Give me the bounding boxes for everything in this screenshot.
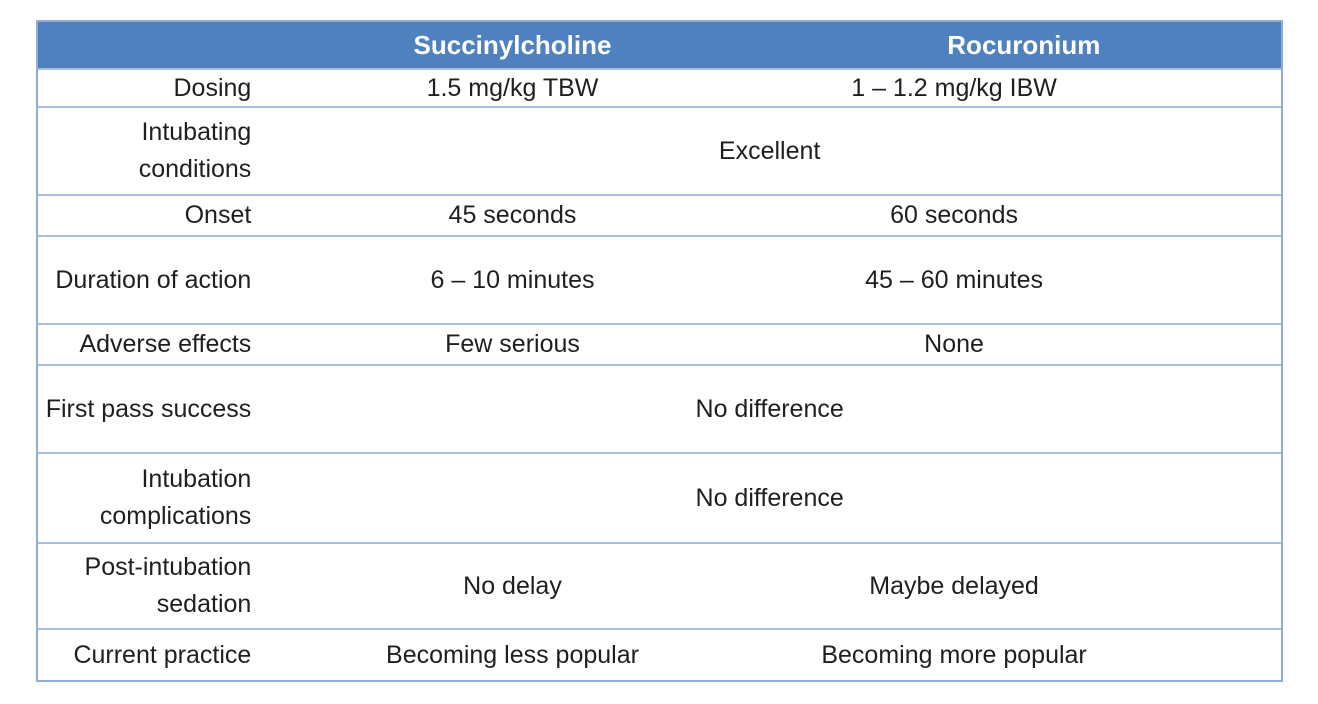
- column-header-succinylcholine: Succinylcholine: [413, 29, 612, 60]
- table-row-intubating-conditions: Intubating conditions Excellent: [38, 106, 1281, 194]
- table-row-first-pass-success: First pass success No difference: [38, 364, 1281, 452]
- row-label: Intubation complications: [99, 465, 252, 530]
- row-label: Current practice: [73, 640, 252, 669]
- cell-empty: [1141, 544, 1281, 628]
- cell-empty: [1141, 196, 1281, 235]
- table-row-post-intubation-sedation: Post-intubation sedation No delay Maybe …: [38, 542, 1281, 628]
- cell-succinylcholine-value: 1.5 mg/kg TBW: [426, 73, 599, 102]
- cell-succinylcholine-value: 45 seconds: [448, 201, 577, 229]
- row-label: Intubating conditions: [138, 118, 252, 183]
- table-row-adverse-effects: Adverse effects Few serious None: [38, 323, 1281, 364]
- row-label: Duration of action: [55, 265, 252, 294]
- table-row-duration-of-action: Duration of action 6 – 10 minutes 45 – 6…: [38, 235, 1281, 323]
- table-row-current-practice: Current practice Becoming less popular B…: [38, 628, 1281, 680]
- cell-succinylcholine-value: 6 – 10 minutes: [430, 265, 595, 294]
- cell-succinylcholine-value: No delay: [463, 571, 562, 600]
- table-row-intubation-complications: Intubation complications No difference: [38, 452, 1281, 542]
- cell-merged-value: No difference: [695, 394, 844, 423]
- row-label: Dosing: [173, 73, 252, 102]
- cell-empty: [1141, 237, 1281, 323]
- cell-empty: [1141, 630, 1281, 680]
- cell-succinylcholine-value: Becoming less popular: [386, 640, 639, 669]
- cell-empty: [1141, 325, 1281, 364]
- cell-merged-value: No difference: [695, 483, 844, 512]
- cell-rocuronium-value: 1 – 1.2 mg/kg IBW: [851, 73, 1057, 102]
- cell-succinylcholine-value: Few serious: [445, 330, 580, 358]
- cell-rocuronium-value: 60 seconds: [890, 201, 1018, 229]
- header-label-column: [38, 22, 258, 68]
- cell-empty: [1141, 70, 1281, 106]
- column-header-rocuronium: Rocuronium: [947, 29, 1101, 60]
- row-label: Adverse effects: [79, 330, 252, 358]
- comparison-table: Succinylcholine Rocuronium Dosing 1.5 mg…: [36, 20, 1283, 682]
- cell-rocuronium-value: Becoming more popular: [821, 640, 1087, 669]
- cell-rocuronium-value: Maybe delayed: [869, 571, 1039, 600]
- cell-merged-value: Excellent: [718, 136, 821, 165]
- cell-rocuronium-value: 45 – 60 minutes: [865, 265, 1044, 294]
- table-row-dosing: Dosing 1.5 mg/kg TBW 1 – 1.2 mg/kg IBW: [38, 68, 1281, 106]
- cell-rocuronium-value: None: [924, 330, 984, 358]
- table-row-onset: Onset 45 seconds 60 seconds: [38, 194, 1281, 235]
- row-label: First pass success: [45, 394, 252, 423]
- table-header-row: Succinylcholine Rocuronium: [38, 22, 1281, 68]
- row-label: Post-intubation sedation: [84, 553, 252, 618]
- row-label: Onset: [184, 201, 252, 229]
